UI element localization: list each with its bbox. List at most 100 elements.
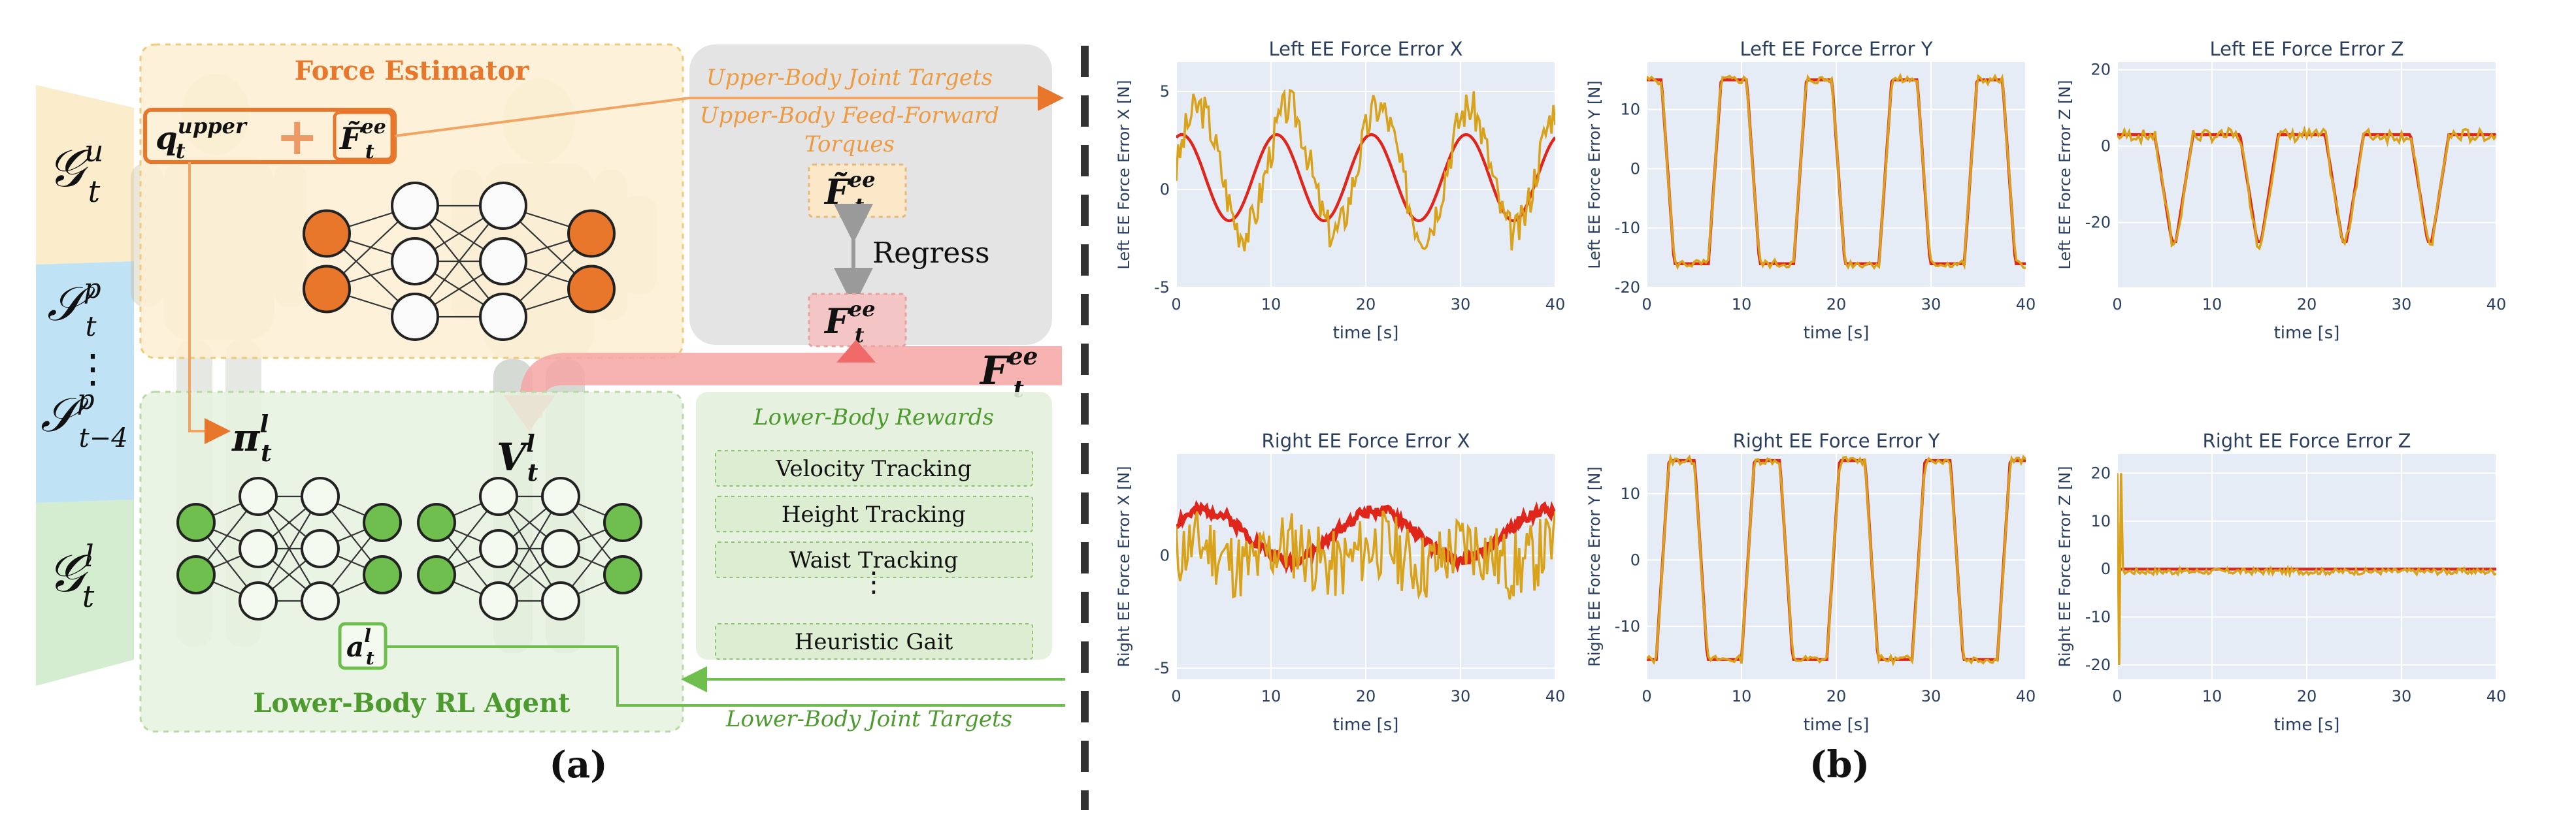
tab-g-lower	[36, 500, 134, 686]
f-ee-band	[520, 346, 1062, 418]
y-tick-label: 0	[2101, 560, 2111, 578]
chart-title: Right EE Force Error X	[1262, 430, 1470, 452]
y-tick-label: -5	[1154, 278, 1170, 297]
action-symbol: al t	[346, 625, 374, 669]
x-tick-label: 20	[1826, 687, 1847, 705]
y-tick-label: 0	[1630, 159, 1640, 178]
x-tick-label: 30	[1451, 687, 1471, 705]
action-box	[338, 622, 388, 670]
chart-6: 0 10 20 30 40 -20 -10 0 10 20 Right EE Force Error…	[2056, 430, 2506, 735]
x-tick-label: 40	[2486, 295, 2507, 314]
x-tick-label: 40	[2016, 295, 2036, 314]
value-node	[603, 503, 642, 542]
y-tick-label: -10	[1615, 617, 1640, 636]
value-node	[603, 555, 642, 594]
chart-3: 0 10 20 30 40 -20 0 20 Left EE Force Error Z time…	[2056, 38, 2506, 343]
chart-title: Left EE Force Error Z	[2209, 38, 2403, 60]
x-tick-label: 0	[1642, 295, 1651, 314]
estimator-node	[567, 265, 616, 314]
label-g-lower: 𝒢l t	[47, 538, 95, 614]
chart-2: 0 10 20 30 40 -20 -10 0 10 Left EE Force Error Y t…	[1585, 38, 2036, 343]
y-tick-label: 0	[1630, 551, 1640, 569]
x-tick-label: 30	[1921, 295, 1941, 314]
x-tick-label: 30	[1921, 687, 1941, 705]
policy-node	[239, 581, 278, 621]
rewards-title: Lower-Body Rewards	[753, 404, 994, 430]
policy-node	[239, 477, 278, 516]
lower-joint-targets-line	[616, 647, 1065, 707]
x-axis-label: time [s]	[1333, 715, 1399, 735]
x-tick-label: 0	[2112, 295, 2122, 314]
label-s-t: 𝒮p t	[47, 272, 101, 342]
regress-label: Regress	[872, 236, 990, 270]
y-tick-label: -20	[2085, 214, 2111, 232]
series-actual-line	[1647, 454, 2026, 667]
reward-item-box	[715, 450, 1033, 487]
policy-node	[176, 503, 216, 542]
y-tick-label: 0	[1160, 180, 1170, 199]
reward-ellipsis: ⋮	[860, 566, 887, 598]
estimator-node	[567, 209, 616, 258]
estimator-node	[391, 182, 439, 230]
reward-item-label: Velocity Tracking	[775, 456, 972, 482]
y-tick-label: -10	[2085, 608, 2111, 626]
value-node	[417, 555, 456, 594]
x-tick-label: 40	[2486, 687, 2507, 705]
estimator-input-box	[143, 108, 397, 164]
y-tick-label: 20	[2090, 464, 2111, 482]
x-tick-label: 10	[1261, 687, 1281, 705]
policy-node	[363, 555, 402, 594]
x-tick-label: 20	[1826, 295, 1847, 314]
estimator-node	[303, 209, 351, 258]
y-tick-label: -20	[1615, 278, 1640, 297]
y-axis-label: Right EE Force Error Z [N]	[2056, 466, 2074, 667]
plus-icon: +	[276, 108, 318, 167]
y-tick-label: 10	[1620, 101, 1640, 119]
chart-title: Right EE Force Error Z	[2203, 430, 2411, 452]
x-tick-label: 20	[1356, 687, 1376, 705]
policy-node	[301, 477, 340, 516]
label-dots: ⋮	[73, 346, 112, 392]
tab-g-upper	[36, 85, 134, 265]
y-tick-label: 5	[1160, 82, 1170, 101]
y-tick-label: 10	[1620, 485, 1640, 503]
value-node	[479, 581, 518, 621]
chart-title: Right EE Force Error Y	[1733, 430, 1940, 452]
value-node	[417, 503, 456, 542]
reward-item-label: Waist Tracking	[789, 547, 958, 573]
y-tick-label: 20	[2090, 61, 2111, 79]
x-axis-label: time [s]	[1333, 323, 1399, 343]
policy-node	[239, 529, 278, 568]
y-axis-label: Left EE Force Error Z [N]	[2056, 80, 2074, 269]
value-node	[541, 477, 580, 516]
estimator-node	[303, 265, 351, 314]
series-actual-line	[2117, 473, 2496, 666]
series-actual-line	[1647, 73, 2026, 270]
x-tick-label: 10	[1732, 295, 1752, 314]
estimator-to-policy-arrow	[188, 162, 231, 444]
estimator-node	[479, 182, 527, 230]
x-tick-label: 0	[1171, 687, 1181, 705]
panel-a: 𝒢u t 𝒮p t ⋮ 𝒮p t−4 𝒢l t	[36, 43, 1065, 786]
x-tick-label: 40	[1545, 295, 1566, 314]
reward-list: Velocity Tracking Height Tracking Waist Tr…	[715, 450, 1033, 660]
policy-node	[301, 581, 340, 621]
x-tick-label: 20	[2297, 687, 2317, 705]
x-tick-label: 40	[1545, 687, 1566, 705]
estimator-node	[391, 293, 439, 341]
reward-item-label: Heuristic Gait	[795, 629, 953, 655]
series-actual-line	[2117, 125, 2496, 251]
x-tick-label: 20	[2297, 295, 2317, 314]
reward-item-box	[715, 541, 1033, 578]
value-edge	[498, 496, 561, 602]
value-node	[479, 477, 518, 516]
reward-item-label: Height Tracking	[782, 502, 966, 528]
x-axis-label: time [s]	[1804, 323, 1870, 343]
f-measured-symbol: Fee t	[823, 297, 876, 347]
upper-joint-targets-arrow	[395, 85, 1064, 137]
rl-agent-title: Lower-Body RL Agent	[253, 688, 570, 718]
y-axis-label: Right EE Force Error X [N]	[1115, 466, 1133, 667]
